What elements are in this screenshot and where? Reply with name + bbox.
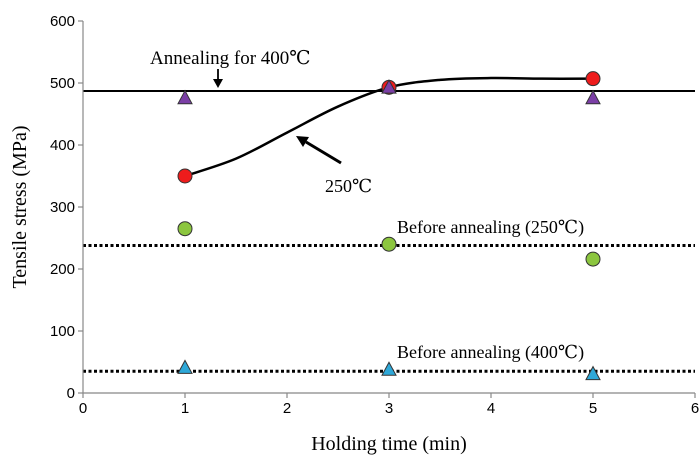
y-tick-label-3: 300 (50, 199, 75, 216)
x-tick-label-4: 4 (487, 400, 495, 417)
series-3-point-1 (381, 361, 397, 376)
series-2-point-2 (585, 251, 601, 267)
axis-ticks: 0 100 200 300 400 500 600 0 1 2 3 4 5 6 (50, 13, 699, 417)
y-tick-label-4: 400 (50, 137, 75, 154)
curve-250c-label: 250℃ (325, 176, 372, 196)
x-tick-label-3: 3 (385, 400, 393, 417)
series-1-point-2 (585, 89, 601, 105)
data-markers (177, 71, 601, 381)
series-2-point-0 (177, 221, 193, 237)
series-2-point-1 (381, 236, 397, 252)
y-tick-label-2: 200 (50, 261, 75, 278)
series-0-point-2 (585, 71, 601, 87)
annotation-arrows (213, 69, 342, 165)
series-3-point-0 (177, 359, 193, 374)
reference-lines (83, 90, 695, 373)
arrow-250c-head (296, 136, 309, 147)
x-tick-label-1: 1 (181, 400, 189, 417)
x-tick-label-5: 5 (589, 400, 597, 417)
series-0-point-0 (177, 168, 193, 184)
series-3-point-2 (585, 365, 601, 381)
annealing-400c-label: Annealing for 400℃ (150, 48, 311, 69)
y-tick-label-6: 600 (50, 13, 75, 30)
arrow-annealing-400c-head (213, 79, 223, 88)
y-tick-label-1: 100 (50, 323, 75, 340)
before-annealing-250c-label: Before annealing (250℃) (397, 217, 584, 238)
before-annealing-400c-label: Before annealing (400℃) (397, 342, 584, 363)
series-1-point-1 (381, 79, 397, 94)
series-1-point-0 (177, 89, 193, 105)
x-tick-label-2: 2 (283, 400, 291, 417)
y-tick-label-0: 0 (67, 385, 75, 402)
x-axis-title: Holding time (min) (311, 433, 467, 455)
x-tick-label-6: 6 (691, 400, 699, 417)
arrow-250c (305, 140, 342, 165)
y-tick-label-5: 500 (50, 75, 75, 92)
y-axis-title: Tensile stress (MPa) (9, 125, 31, 288)
x-tick-label-0: 0 (79, 400, 87, 417)
